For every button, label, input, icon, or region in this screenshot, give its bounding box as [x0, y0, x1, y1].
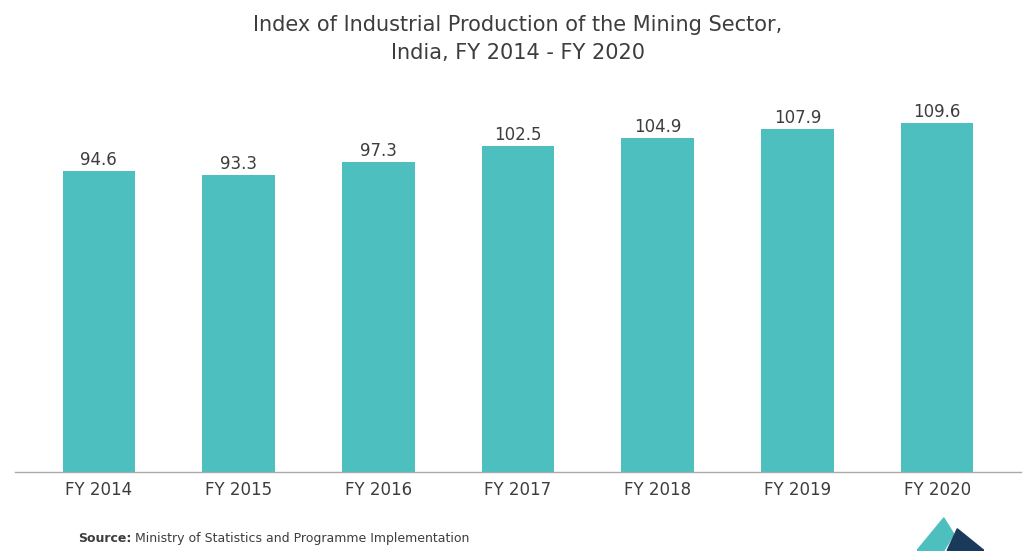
Bar [342, 163, 414, 472]
Text: Ministry of Statistics and Programme Implementation: Ministry of Statistics and Programme Imp… [131, 532, 469, 545]
Text: 109.6: 109.6 [914, 103, 960, 121]
Bar [901, 124, 974, 472]
Text: 97.3: 97.3 [359, 142, 397, 160]
Polygon shape [947, 529, 984, 551]
Text: Source:: Source: [78, 532, 132, 545]
Title: Index of Industrial Production of the Mining Sector,
India, FY 2014 - FY 2020: Index of Industrial Production of the Mi… [254, 15, 782, 63]
Text: 93.3: 93.3 [220, 155, 257, 173]
Text: 104.9: 104.9 [634, 118, 682, 136]
Bar [202, 175, 275, 472]
Bar [482, 146, 554, 472]
Text: 107.9: 107.9 [774, 108, 822, 126]
Bar [62, 171, 135, 472]
Bar [761, 129, 834, 472]
Text: 94.6: 94.6 [81, 151, 117, 169]
Polygon shape [917, 518, 954, 551]
Text: 102.5: 102.5 [494, 126, 542, 144]
Bar [622, 138, 694, 472]
